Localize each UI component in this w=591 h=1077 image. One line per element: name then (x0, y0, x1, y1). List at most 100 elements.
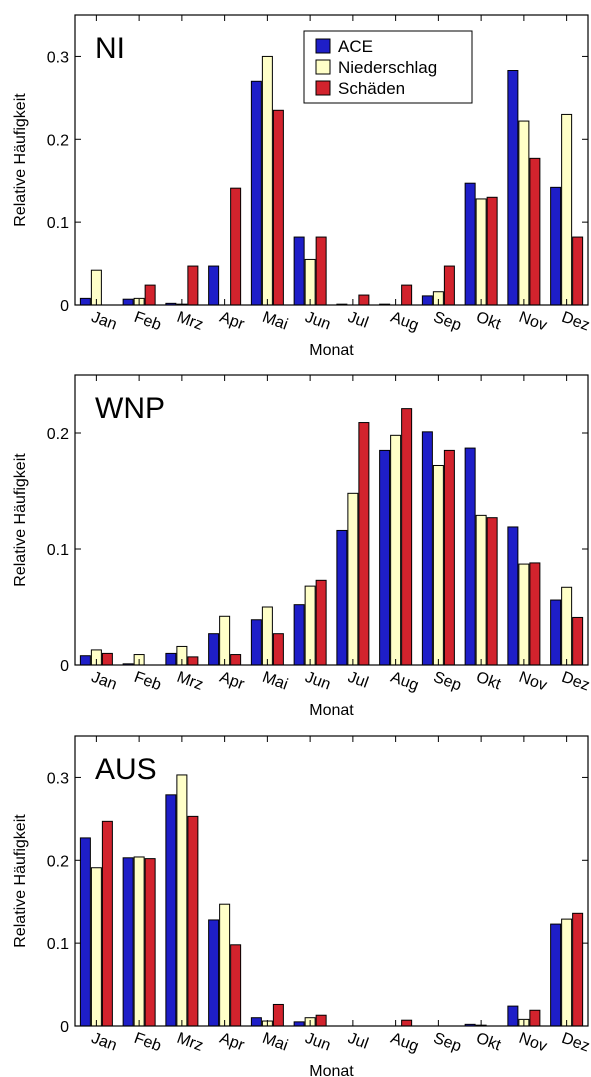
x-tick-label: Dez (559, 1030, 591, 1056)
x-tick-label: Jan (89, 669, 119, 694)
bar-ace-sep (421, 431, 433, 666)
bar-ace-nov (507, 70, 519, 306)
bar-schden-okt (486, 196, 498, 306)
bar-ace-mai (250, 1017, 262, 1027)
x-tick-label: Sep (431, 669, 464, 695)
x-tick-label: Sep (431, 309, 464, 335)
legend-swatch-schden (315, 80, 331, 96)
y-tick-label: 0.3 (47, 770, 69, 787)
chart-panel-aus: Jan Feb Mrz Apr Mai Jun Jul Aug Sep Okt Nov Dez 0 0.1… (12, 735, 591, 1077)
bar-niederschlag-aug (390, 434, 402, 666)
y-tick-label: 0.2 (47, 426, 69, 443)
bar-schden-jan (101, 652, 113, 666)
y-tick-label: 0.1 (47, 215, 69, 232)
bar-niederschlag-dez (561, 586, 573, 666)
legend-swatch-niederschlag (315, 59, 331, 75)
bar-ace-feb (122, 298, 134, 306)
x-tick-label: Mai (260, 669, 290, 694)
bar-ace-mai (250, 80, 262, 306)
axes-frame (74, 735, 589, 1027)
y-axis-label: Relative Häufigkeit (12, 93, 29, 227)
y-tick-label: 0.2 (47, 853, 69, 870)
x-tick-label: Feb (132, 309, 164, 334)
bar-ace-nov (507, 1005, 519, 1027)
bar-niederschlag-apr (219, 615, 231, 666)
x-tick-label: Jul (346, 669, 371, 692)
axes-frame (74, 14, 589, 306)
bar-schden-mrz (187, 656, 199, 666)
legend-label: ACE (338, 37, 373, 56)
bar-niederschlag-okt (475, 514, 487, 666)
bar-schden-nov (529, 562, 541, 666)
x-axis-label: Monat (309, 342, 354, 359)
x-axis-label: Monat (309, 702, 354, 719)
x-tick-label: Aug (388, 309, 421, 335)
bar-ace-sep (421, 295, 433, 306)
bar-schden-dez (572, 236, 584, 306)
bar-ace-jun (293, 604, 305, 666)
x-tick-label: Dez (559, 669, 591, 695)
bar-schden-feb (144, 858, 156, 1027)
bar-ace-mrz (165, 652, 177, 666)
panel-title: AUS (95, 753, 157, 786)
x-tick-label: Jan (89, 1030, 119, 1055)
x-tick-label: Feb (132, 669, 164, 694)
bar-ace-aug (379, 449, 391, 666)
bar-schden-aug (401, 1019, 413, 1027)
x-tick-label: Feb (132, 1030, 164, 1055)
bar-schden-mrz (187, 265, 199, 306)
bar-schden-mai (272, 109, 284, 306)
bar-schden-sep (443, 449, 455, 666)
bar-schden-jun (315, 579, 327, 666)
legend: ACE Niederschlag Schäden (303, 30, 473, 104)
bar-niederschlag-sep (432, 464, 444, 666)
bar-ace-jul (336, 529, 348, 666)
bar-ace-jun (293, 1021, 305, 1027)
x-tick-label: Jun (303, 669, 333, 694)
bar-schden-jan (101, 820, 113, 1027)
x-tick-label: Mrz (175, 669, 206, 694)
y-tick-label: 0 (60, 658, 69, 675)
bar-schden-mrz (187, 815, 199, 1027)
bar-niederschlag-mai (261, 606, 273, 666)
y-tick-label: 0.1 (47, 936, 69, 953)
bar-schden-apr (230, 944, 242, 1027)
x-tick-label: Mrz (175, 1030, 206, 1055)
bar-ace-nov (507, 526, 519, 666)
y-tick-label: 0.1 (47, 542, 69, 559)
bar-schden-jul (358, 422, 370, 666)
bar-ace-jan (79, 837, 91, 1027)
bar-niederschlag-jun (304, 585, 316, 666)
x-tick-label: Dez (559, 309, 591, 335)
bar-niederschlag-mrz (176, 774, 188, 1027)
panel-title: NI (95, 32, 125, 65)
legend-box (303, 30, 473, 104)
y-axis-label: Relative Häufigkeit (12, 453, 29, 587)
x-tick-label: Jun (303, 1030, 333, 1055)
x-tick-label: Mai (260, 309, 290, 334)
y-tick-label: 0.2 (47, 132, 69, 149)
bar-niederschlag-feb (133, 856, 145, 1027)
y-tick-label: 0 (60, 1019, 69, 1036)
bar-niederschlag-apr (219, 903, 231, 1027)
bar-niederschlag-mai (261, 55, 273, 306)
x-tick-label: Jun (303, 309, 333, 334)
y-tick-label: 0 (60, 298, 69, 315)
x-axis-label: Monat (309, 1063, 354, 1077)
bar-ace-jan (79, 297, 91, 306)
bar-schden-jun (315, 236, 327, 306)
bar-schden-dez (572, 616, 584, 666)
x-tick-label: Jan (89, 309, 119, 334)
legend-swatch-ace (315, 38, 331, 54)
x-tick-label: Aug (388, 1030, 421, 1056)
bar-niederschlag-nov (518, 563, 530, 666)
chart-panel-ni: Jan Feb Mrz Apr Mai Jun Jul Aug Sep Okt Nov Dez 0 0.1… (12, 14, 591, 359)
x-tick-label: Aug (388, 669, 421, 695)
x-tick-label: Apr (217, 1030, 247, 1055)
x-tick-label: Jul (346, 309, 371, 332)
bar-schden-nov (529, 1009, 541, 1027)
bar-ace-apr (208, 633, 220, 666)
bar-niederschlag-jul (347, 492, 359, 666)
bar-niederschlag-jan (90, 867, 102, 1027)
